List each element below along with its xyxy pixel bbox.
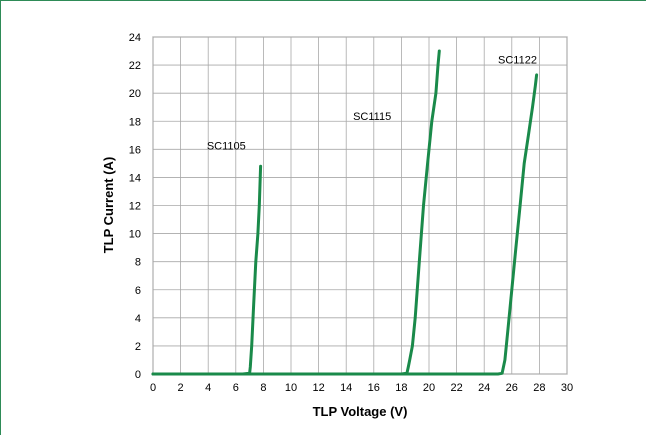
series-line-sc1122 <box>151 73 539 376</box>
x-tick-label: 8 <box>260 382 266 394</box>
y-tick-label: 14 <box>129 172 141 184</box>
x-tick-label: 2 <box>178 382 184 394</box>
y-tick-label: 10 <box>129 229 141 241</box>
x-axis-title: TLP Voltage (V) <box>313 404 408 419</box>
y-tick-label: 2 <box>135 341 141 353</box>
series-label-sc1122: SC1122 <box>498 55 537 67</box>
x-tick-label: 28 <box>533 382 545 394</box>
x-tick-label: 10 <box>285 382 297 394</box>
y-tick-label: 18 <box>129 116 141 128</box>
x-tick-label: 22 <box>450 382 462 394</box>
y-tick-label: 0 <box>135 369 141 381</box>
y-tick-label: 4 <box>135 313 141 325</box>
x-tick-label: 4 <box>205 382 211 394</box>
x-tick-label: 18 <box>395 382 407 394</box>
series-label-sc1115: SC1115 <box>353 111 391 123</box>
x-tick-label: 30 <box>561 382 573 394</box>
x-tick-label: 12 <box>312 382 324 394</box>
y-tick-label: 20 <box>129 88 141 100</box>
y-tick-label: 6 <box>135 285 141 297</box>
x-tick-label: 0 <box>150 382 156 394</box>
x-tick-label: 24 <box>478 382 490 394</box>
x-tick-label: 16 <box>368 382 380 394</box>
series-line-sc1115 <box>151 49 441 376</box>
y-tick-label: 16 <box>129 144 141 156</box>
series-label-sc1105: SC1105 <box>207 140 246 152</box>
y-tick-label: 8 <box>135 257 141 269</box>
x-tick-label: 20 <box>423 382 435 394</box>
x-tick-label: 14 <box>340 382 352 394</box>
y-tick-label: 24 <box>129 32 141 44</box>
y-tick-label: 22 <box>129 60 141 72</box>
y-tick-label: 12 <box>129 201 141 213</box>
x-tick-label: 6 <box>233 382 239 394</box>
y-axis-title: TLP Current (A) <box>101 157 116 254</box>
x-tick-label: 26 <box>506 382 518 394</box>
